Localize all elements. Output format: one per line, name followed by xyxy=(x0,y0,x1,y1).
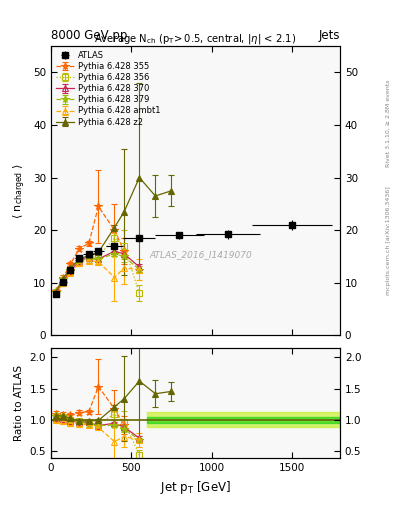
Text: mcplots.cern.ch [arXiv:1306.3436]: mcplots.cern.ch [arXiv:1306.3436] xyxy=(386,186,391,295)
Text: ATLAS_2016_I1419070: ATLAS_2016_I1419070 xyxy=(150,250,253,259)
Text: Jets: Jets xyxy=(318,30,340,42)
Title: Average N$_{\rm ch}$ (p$_{\rm T}\!>$0.5, central, |$\eta$| < 2.1): Average N$_{\rm ch}$ (p$_{\rm T}\!>$0.5,… xyxy=(94,32,297,46)
Text: 8000 GeV pp: 8000 GeV pp xyxy=(51,30,127,42)
Bar xyxy=(147,412,340,427)
Text: Rivet 3.1.10, ≥ 2.8M events: Rivet 3.1.10, ≥ 2.8M events xyxy=(386,79,391,166)
Bar xyxy=(147,417,340,423)
Legend: ATLAS, Pythia 6.428 355, Pythia 6.428 356, Pythia 6.428 370, Pythia 6.428 379, P: ATLAS, Pythia 6.428 355, Pythia 6.428 35… xyxy=(55,50,161,127)
Y-axis label: Ratio to ATLAS: Ratio to ATLAS xyxy=(14,365,24,441)
X-axis label: Jet p$_{\rm T}$ [GeV]: Jet p$_{\rm T}$ [GeV] xyxy=(160,479,231,496)
Y-axis label: $\langle$ n$_{\rm charged}$ $\rangle$: $\langle$ n$_{\rm charged}$ $\rangle$ xyxy=(11,163,28,219)
